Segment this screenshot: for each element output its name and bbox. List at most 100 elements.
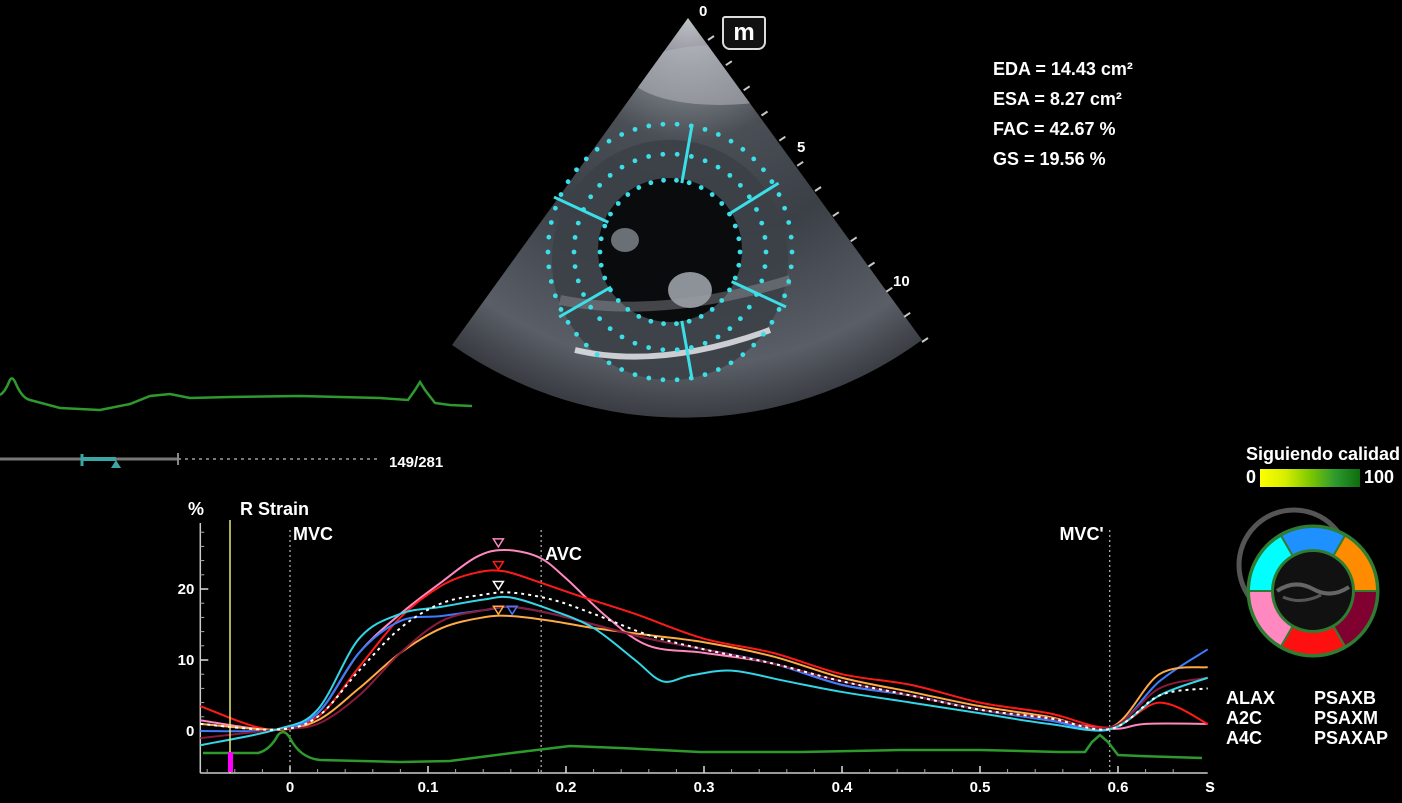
- y-tick-label: 10: [178, 652, 195, 669]
- tracking-dot: [575, 220, 581, 226]
- tracking-dot: [776, 192, 782, 197]
- depth-tick: [778, 135, 786, 142]
- depth-tick: [903, 312, 911, 318]
- view-a4c[interactable]: A4C: [1226, 728, 1263, 748]
- tracking-dot: [702, 372, 708, 378]
- tracking-dot: [660, 377, 666, 383]
- view-psaxb[interactable]: PSAXB: [1314, 688, 1377, 708]
- tracking-dot: [572, 234, 578, 240]
- depth-tick: [796, 161, 804, 167]
- ultrasound-image[interactable]: [0, 0, 1402, 440]
- tracking-dot: [602, 223, 608, 229]
- tracking-dot: [763, 249, 769, 255]
- tracking-dot: [776, 307, 782, 312]
- tracking-dot: [702, 158, 708, 164]
- view-psaxap[interactable]: PSAXAP: [1314, 728, 1389, 748]
- ecg-trace: [0, 377, 473, 412]
- tracking-dot: [646, 345, 652, 350]
- tracking-dot: [759, 220, 765, 226]
- depth-tick: [707, 35, 715, 41]
- chart-ecg-trace: [203, 730, 1203, 764]
- tracking-dot: [727, 287, 732, 293]
- tracking-dot: [789, 249, 795, 255]
- tracking-dot: [715, 367, 721, 372]
- tracking-dot: [786, 220, 792, 225]
- tracking-dot: [769, 179, 775, 185]
- tracking-dot: [646, 123, 652, 129]
- peak-marker: [505, 605, 519, 616]
- x-tick-label: 0: [286, 779, 294, 796]
- tracking-dot: [619, 367, 625, 372]
- depth-tick: [760, 110, 769, 117]
- measurement-panel: EDA = 14.43 cm² ESA = 8.27 cm² FAC = 42.…: [993, 54, 1133, 174]
- peak-marker: [492, 605, 505, 616]
- view-list-right: PSAXB PSAXM PSAXAP: [1314, 688, 1388, 748]
- tracking-dot: [632, 158, 638, 164]
- tracking-dot: [588, 304, 594, 310]
- tracking-dot: [674, 321, 679, 327]
- tracking-dot: [598, 262, 604, 268]
- tracking-dot: [719, 298, 725, 303]
- view-alax[interactable]: ALAX: [1226, 688, 1275, 708]
- x-tick-label: 0.3: [694, 779, 715, 796]
- tracking-dot: [674, 177, 679, 183]
- tracking-dot: [702, 340, 708, 346]
- chart-title: R Strain: [240, 499, 310, 519]
- tracking-dot: [709, 307, 715, 312]
- chart-x-unit: s: [1205, 776, 1216, 796]
- tracking-dot: [597, 316, 603, 322]
- measurement-eda: EDA = 14.43 cm²: [993, 59, 1133, 79]
- tracking-contour: [545, 121, 795, 383]
- quality-max: 100: [1364, 467, 1395, 487]
- cursor-frame-marker[interactable]: [228, 752, 233, 772]
- measurement-gs: GS = 19.56 %: [993, 149, 1106, 169]
- segment-ring-map[interactable]: [1225, 505, 1395, 665]
- quality-title: Siguiendo calidad: [1245, 444, 1400, 464]
- cine-scrubber[interactable]: [0, 450, 390, 472]
- strain-series-segment: [200, 605, 1209, 733]
- tracking-dot: [615, 298, 621, 303]
- tracking-dot: [594, 352, 600, 358]
- depth-tick: [885, 286, 893, 293]
- peak-marker: [492, 538, 505, 549]
- tracking-dot: [608, 211, 613, 217]
- tracking-dot: [688, 345, 694, 350]
- tracking-dot: [782, 205, 788, 211]
- tracking-dot: [575, 278, 581, 284]
- tracking-dot: [648, 180, 654, 186]
- tracking-dot: [702, 126, 708, 132]
- tracking-dot: [546, 234, 552, 240]
- tracking-dot: [625, 307, 631, 312]
- tracking-dot: [686, 180, 692, 186]
- tracking-dot: [648, 318, 654, 324]
- tracking-dot: [709, 192, 715, 197]
- tracking-dot: [754, 207, 759, 212]
- view-a2c[interactable]: A2C: [1226, 708, 1263, 728]
- tracking-dot: [646, 375, 652, 381]
- strain-series-segment: [200, 605, 1208, 740]
- tracking-dot: [607, 172, 613, 178]
- view-psaxm[interactable]: PSAXM: [1314, 708, 1379, 728]
- tracking-dot: [598, 236, 604, 242]
- tracking-dot: [606, 360, 612, 366]
- depth-label-0: 0: [699, 3, 708, 20]
- tracking-dot: [574, 331, 579, 337]
- tracking-dot: [602, 275, 608, 281]
- tracking-dot: [727, 326, 733, 332]
- depth-label-5: 5: [797, 139, 806, 156]
- event-marker-label: MVC': [1059, 524, 1103, 544]
- strain-chart[interactable]: 0 0.1 0.2 0.3 0.4 0.5 0.6 0 10 20 MVC AVC MVC': [0, 490, 1225, 803]
- tracking-dot: [625, 192, 631, 197]
- frame-counter: 149/281: [389, 454, 444, 471]
- tracking-dot: [597, 182, 603, 188]
- depth-tick: [867, 261, 876, 268]
- tracking-dot: [674, 121, 680, 127]
- depth-tick: [850, 236, 858, 243]
- x-tick-label: 0.6: [1108, 779, 1129, 796]
- brand-logo: m: [722, 16, 766, 50]
- tracking-dot: [728, 360, 734, 366]
- tracking-dot: [632, 126, 638, 132]
- quality-min: 0: [1246, 467, 1257, 487]
- tracking-dot: [636, 185, 642, 190]
- tracking-dot: [759, 278, 765, 284]
